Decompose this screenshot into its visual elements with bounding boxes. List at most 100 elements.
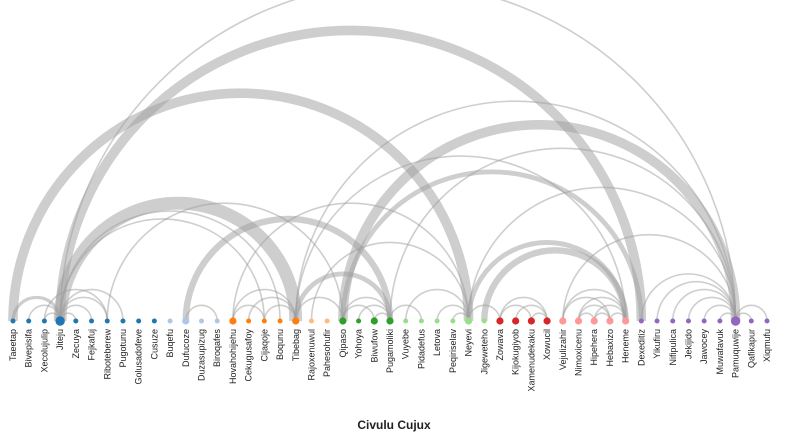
node-27: [434, 318, 440, 324]
link-arc-55: [640, 273, 737, 322]
node-label-36: Nimoxicenu: [574, 329, 584, 376]
node-7: [120, 318, 126, 324]
link-arc-59: [703, 304, 737, 322]
node-label-3: Jiteju: [55, 329, 65, 350]
node-label-24: Pugamoliki: [385, 329, 395, 373]
node-39: [622, 317, 630, 325]
link-arc-27: [232, 288, 297, 322]
link-arc-43: [499, 296, 548, 322]
link-arc-41: [466, 240, 629, 322]
node-label-26: Pidadefus: [416, 329, 426, 370]
node-label-2: Xecolujulip: [39, 329, 49, 373]
node-label-46: Pamuquwije: [731, 329, 741, 378]
node-label-32: Kijokugiyob: [511, 329, 521, 375]
node-31: [496, 317, 504, 325]
link-arc-19: [467, 187, 737, 322]
node-label-5: Fejkafuj: [87, 329, 97, 361]
link-arc-14: [43, 288, 109, 322]
node-label-9: Cusuze: [149, 329, 159, 360]
link-arc-34: [357, 304, 391, 322]
link-arc-22: [182, 215, 394, 322]
link-arc-51: [561, 296, 611, 322]
node-48: [764, 318, 770, 324]
node-23: [370, 317, 378, 325]
node-label-6: Riboteberew: [102, 329, 112, 380]
node-label-41: Yikufiru: [652, 329, 662, 359]
links-layer: [8, 0, 768, 322]
node-label-47: Qafikapur: [746, 329, 756, 368]
node-label-27: Letova: [432, 329, 442, 356]
node-28: [450, 318, 456, 324]
link-arc-29: [294, 296, 344, 322]
link-arc-33: [342, 304, 376, 322]
diagram-caption: Civulu Cujux: [357, 418, 431, 432]
node-33: [527, 317, 535, 325]
node-4: [73, 318, 79, 324]
link-arc-21: [294, 155, 627, 322]
node-label-44: Jawocey: [699, 329, 709, 365]
node-46: [730, 316, 741, 326]
node-36: [574, 317, 583, 325]
node-40: [638, 318, 644, 324]
node-label-22: Yohoya: [354, 329, 364, 359]
node-label-7: Pugotunu: [118, 329, 128, 368]
node-12: [199, 318, 204, 324]
link-arc-1: [55, 25, 647, 322]
link-arc-31: [310, 241, 470, 322]
node-38: [606, 317, 614, 325]
link-arc-42: [481, 247, 629, 322]
node-label-18: Tibebag: [291, 329, 301, 361]
node-label-35: Vejulizahir: [558, 329, 568, 370]
node-43: [685, 318, 691, 324]
node-18: [292, 317, 300, 325]
node-13: [214, 318, 220, 324]
node-label-25: Vuyebe: [401, 329, 411, 359]
node-25: [403, 318, 409, 324]
node-19: [308, 318, 314, 324]
node-8: [136, 318, 142, 324]
node-label-17: Boqunu: [275, 329, 285, 360]
node-label-15: Cekugusafoy: [244, 329, 254, 382]
link-arc-32: [342, 296, 391, 322]
node-label-28: Peqiriselav: [448, 329, 458, 374]
node-label-16: Cijaqoje: [259, 329, 269, 362]
node-label-23: Biwufow: [369, 329, 379, 363]
labels-layer: Taeetap Bivepisifa Xecolujulip Jiteju Zecuya…: [8, 329, 772, 392]
node-label-10: Buqefu: [165, 329, 175, 358]
node-26: [418, 318, 424, 324]
node-label-11: Dufucoze: [181, 329, 191, 367]
node-44: [701, 318, 707, 324]
node-label-34: Xowucil: [542, 329, 552, 360]
link-arc-36: [389, 304, 423, 322]
link-arc-48: [577, 296, 627, 322]
node-label-8: Golusadofeve: [134, 329, 144, 385]
link-arc-3: [106, 202, 344, 322]
node-45: [717, 318, 723, 324]
nodes-layer: [10, 316, 770, 326]
node-label-39: Heneme: [621, 329, 631, 363]
node-42: [670, 318, 676, 324]
node-label-40: Dexeditiz: [636, 329, 646, 367]
link-arc-49: [593, 304, 627, 322]
link-arc-47: [561, 288, 627, 322]
node-label-33: Xamenudekaku: [526, 329, 536, 392]
node-32: [512, 317, 520, 325]
node-5: [89, 318, 95, 324]
node-label-21: Qipaso: [338, 329, 348, 358]
node-6: [104, 318, 110, 324]
node-label-31: Zowava: [495, 329, 505, 361]
link-arc-62: [734, 304, 768, 322]
node-3: [55, 316, 65, 326]
node-14: [229, 317, 237, 325]
link-arc-7: [11, 295, 62, 322]
node-0: [10, 318, 16, 324]
link-arc-5: [59, 218, 266, 322]
node-label-4: Zecuya: [71, 329, 81, 359]
node-label-42: Nifipulica: [668, 329, 678, 366]
node-20: [324, 318, 330, 324]
link-arc-57: [671, 288, 737, 322]
node-label-13: Biroqafes: [212, 329, 222, 368]
node-15: [246, 318, 252, 324]
node-label-30: Jigeweteho: [479, 329, 489, 375]
node-35: [559, 317, 567, 325]
